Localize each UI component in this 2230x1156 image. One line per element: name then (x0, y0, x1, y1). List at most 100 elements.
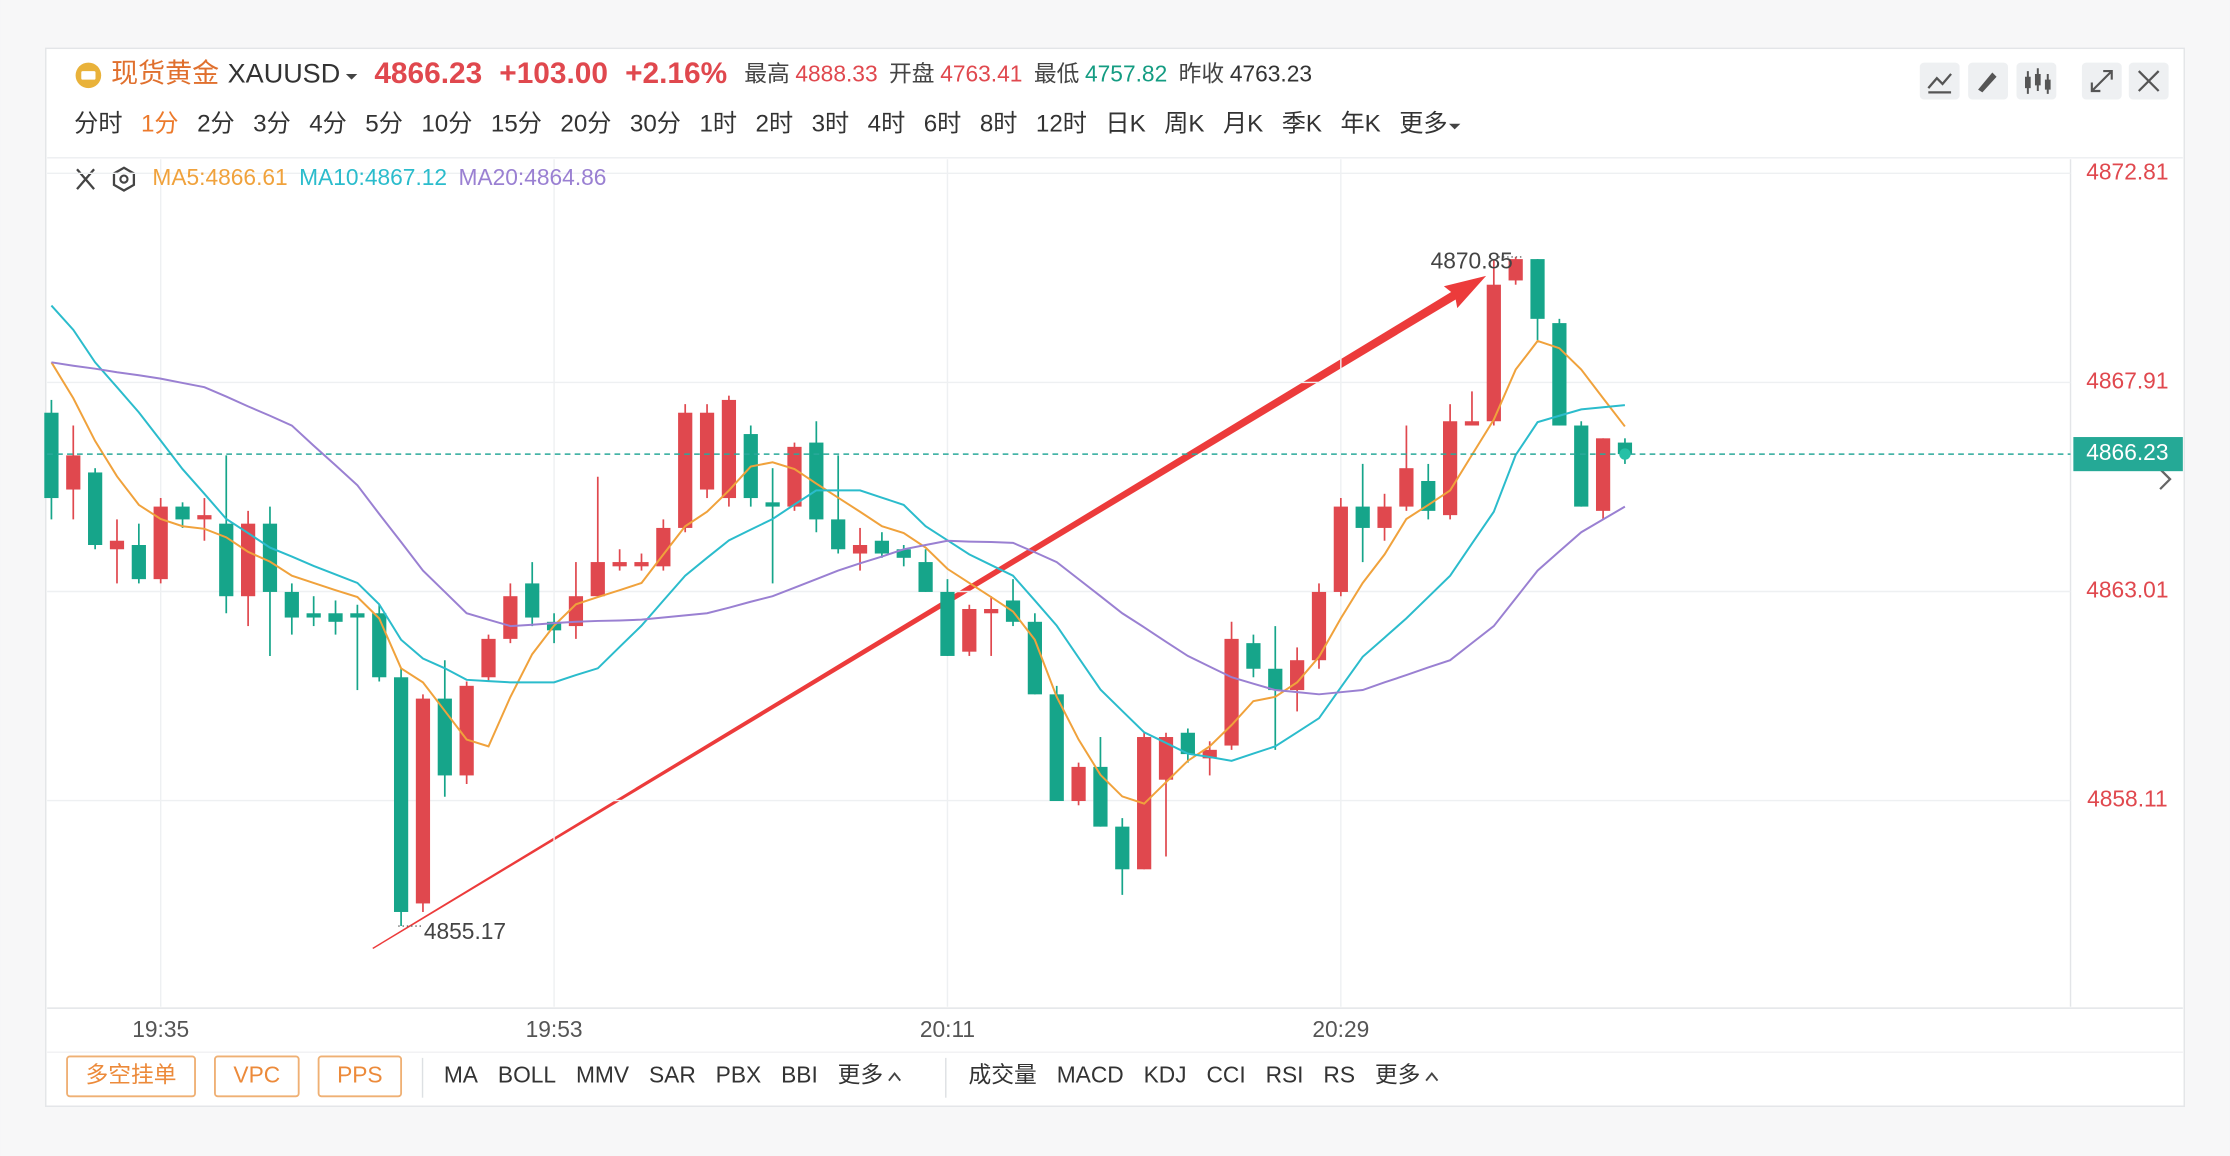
candle-body (1224, 638, 1239, 746)
x-tick-label: 19:53 (526, 1016, 583, 1042)
indicator[interactable]: 更多 (838, 1061, 884, 1087)
candle-body (1355, 506, 1370, 528)
trend-arrow (372, 275, 1487, 949)
candle-body (241, 523, 256, 597)
candle-body (721, 399, 737, 499)
timeframe[interactable]: 日K (1105, 111, 1145, 138)
toolbar-button-label[interactable]: PPS (337, 1061, 383, 1087)
stat-value: 4763.41 (940, 60, 1022, 86)
line-tool-glyph (1927, 73, 1952, 94)
toolbar-button[interactable] (66, 1055, 196, 1098)
indicator[interactable]: MACD (1057, 1061, 1124, 1087)
timeframe[interactable]: 30分 (630, 111, 681, 138)
timeframe[interactable]: 6时 (924, 111, 962, 138)
last-price-box (2073, 437, 2183, 472)
timeframe[interactable]: 2时 (756, 111, 794, 138)
timeframe[interactable]: 15分 (491, 111, 542, 138)
timeframe[interactable]: 12时 (1036, 111, 1087, 138)
hide-ma-icon[interactable] (76, 168, 95, 190)
candle-body (656, 527, 671, 567)
timeframe[interactable]: 周K (1164, 111, 1204, 138)
indicator-caret[interactable] (1425, 1072, 1439, 1082)
candle-body (765, 502, 780, 507)
candle-body (1574, 425, 1589, 507)
indicator[interactable]: BOLL (498, 1061, 556, 1087)
timeframe[interactable]: 10分 (421, 111, 472, 138)
toolbar-button-label[interactable]: VPC (233, 1061, 280, 1087)
low-label: 4855.17 (424, 918, 506, 944)
timeframe[interactable]: 2分 (197, 111, 235, 138)
stat-label: 昨收 (1179, 60, 1225, 86)
indicator-caret[interactable] (888, 1072, 901, 1082)
indicator[interactable]: SAR (649, 1061, 696, 1087)
candle-body (306, 613, 321, 618)
candle-body (328, 613, 343, 622)
timeframe[interactable]: 4分 (309, 111, 347, 138)
indicator[interactable]: RSI (1266, 1061, 1304, 1087)
candle-body (1530, 259, 1545, 319)
timeframe[interactable]: 1时 (699, 111, 737, 138)
symbol-caret[interactable] (345, 73, 358, 80)
indicator[interactable]: RS (1323, 1061, 1355, 1087)
candle-body (1180, 732, 1195, 755)
timeframe[interactable]: 月K (1223, 111, 1263, 138)
candle-body (984, 609, 999, 614)
x-tick-label: 20:11 (920, 1016, 975, 1042)
timeframe-caret[interactable] (1449, 123, 1461, 130)
indicator[interactable]: PBX (716, 1061, 762, 1087)
instrument-name: 现货黄金 (111, 59, 219, 89)
timeframe[interactable]: 季K (1282, 111, 1322, 138)
timeframe[interactable]: 更多 (1399, 111, 1447, 138)
side-panel-toggle[interactable] (2159, 468, 2172, 490)
candle-body (918, 562, 933, 592)
ma-legend: MA10:4867.12 (299, 164, 447, 190)
candle-body (1027, 621, 1042, 695)
candle-body (612, 562, 627, 567)
timeframe[interactable]: 年K (1340, 111, 1380, 138)
candle-body (459, 685, 474, 776)
timeframe[interactable]: 5分 (365, 111, 403, 138)
candle-body (1246, 643, 1261, 669)
indicator[interactable]: MA (444, 1061, 479, 1087)
candle-body (153, 506, 168, 580)
timeframe[interactable]: 20分 (560, 111, 611, 138)
candle-body (1202, 749, 1217, 759)
ma-line (50, 339, 1626, 805)
timeframe[interactable]: 1分 (141, 111, 179, 138)
timeframe[interactable]: 分时 (74, 111, 122, 138)
indicator[interactable]: BBI (781, 1061, 818, 1087)
timeframe[interactable]: 3分 (253, 111, 291, 138)
toolbar-button-label[interactable]: 多空挂单 (86, 1061, 177, 1087)
candle-body (175, 506, 190, 520)
timeframe[interactable]: 4时 (868, 111, 906, 138)
candle-body (481, 638, 496, 678)
last-price: 4866.23 (374, 57, 482, 90)
toolbar-button[interactable] (214, 1055, 300, 1098)
indicator[interactable]: 成交量 (969, 1061, 1037, 1087)
timeframe[interactable]: 8时 (980, 111, 1018, 138)
close-glyph (2137, 70, 2160, 92)
tool-icons (1919, 62, 2169, 100)
candle-body (1617, 442, 1633, 455)
candle-body (262, 523, 278, 592)
candle-body (831, 519, 846, 550)
timeframe[interactable]: 3时 (812, 111, 850, 138)
y-tick-label: 4872.81 (2086, 158, 2168, 184)
candle-body (962, 609, 977, 652)
candle-body (1268, 668, 1283, 691)
candle-body (896, 549, 911, 558)
stat-label: 最高 (744, 60, 790, 86)
candle-body (1158, 737, 1174, 780)
indicator[interactable]: MMV (576, 1061, 630, 1087)
indicator[interactable]: 更多 (1375, 1061, 1421, 1087)
candle-body (1421, 480, 1436, 511)
candle-body (1595, 438, 1611, 511)
candle-body (372, 613, 387, 678)
last-candle-dot (1619, 448, 1631, 460)
candle-body (590, 562, 605, 597)
indicator[interactable]: KDJ (1144, 1061, 1187, 1087)
indicator[interactable]: CCI (1206, 1061, 1245, 1087)
candle-body (1333, 506, 1348, 592)
toolbar-button[interactable] (317, 1055, 403, 1098)
candle-body (1552, 323, 1567, 426)
